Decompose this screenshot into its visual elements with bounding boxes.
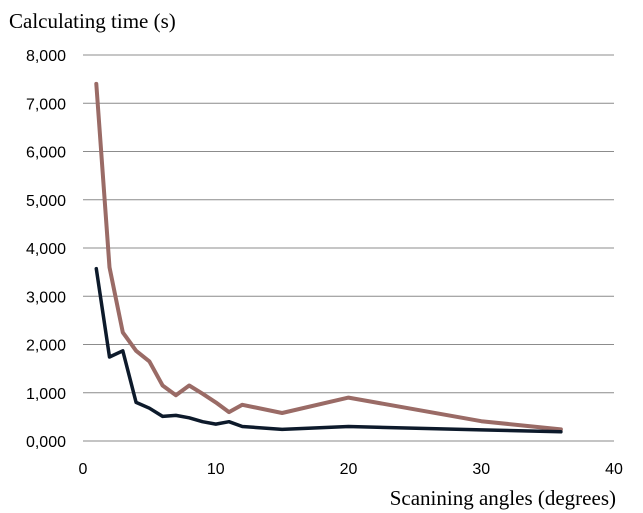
y-tick-labels: 0,000 1,000 2,000 3,000 4,000 5,000 6,000 7,000… bbox=[26, 48, 66, 451]
y-tick-label: 1,000 bbox=[26, 386, 66, 403]
y-tick-label: 8,000 bbox=[26, 48, 66, 65]
x-tick-label: 10 bbox=[207, 461, 225, 478]
y-tick-label: 6,000 bbox=[26, 145, 66, 162]
series-line-1 bbox=[94, 81, 563, 432]
y-axis-label: Calculating time (s) bbox=[9, 9, 176, 33]
x-tick-label: 30 bbox=[472, 461, 490, 478]
x-tick-label: 20 bbox=[340, 461, 358, 478]
series-lines bbox=[94, 81, 563, 434]
x-tick-label: 40 bbox=[605, 461, 623, 478]
x-tick-label: 0 bbox=[79, 461, 88, 478]
y-tick-label: 5,000 bbox=[26, 193, 66, 210]
y-tick-label: 0,000 bbox=[26, 434, 66, 451]
y-tick-label: 4,000 bbox=[26, 241, 66, 258]
y-tick-label: 7,000 bbox=[26, 96, 66, 113]
y-tick-label: 3,000 bbox=[26, 289, 66, 306]
series-line-2 bbox=[94, 266, 563, 434]
y-tick-label: 2,000 bbox=[26, 338, 66, 355]
x-axis-label: Scanining angles (degrees) bbox=[390, 486, 616, 510]
x-tick-labels: 0 10 20 30 40 bbox=[79, 461, 623, 478]
